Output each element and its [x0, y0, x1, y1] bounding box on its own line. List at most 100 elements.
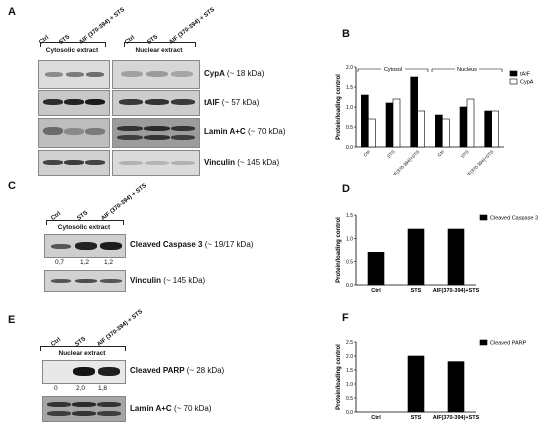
- blot-cypa-cytosolic: [38, 60, 110, 89]
- blot-lamin-nuclear: [112, 118, 200, 148]
- group-label-bg: [381, 65, 405, 72]
- bar: [459, 106, 468, 148]
- extract-bracket: [40, 42, 106, 47]
- quant-value: 1,2: [104, 259, 114, 266]
- blot-label-caspase3: Cleaved Caspase 3 (~ 19/17 kDa): [130, 240, 254, 249]
- quant-value: 1,8: [98, 385, 108, 392]
- extract-bracket: [40, 346, 126, 351]
- legend-label: tAIF: [520, 72, 531, 78]
- bar: [491, 110, 499, 148]
- y-tick-label: 1.0: [346, 382, 353, 388]
- legend-label: CypA: [520, 80, 534, 86]
- y-tick-label: 1.5: [346, 213, 353, 219]
- x-tick-label: Ctrl: [437, 149, 445, 157]
- x-tick-label: Ctrl: [371, 288, 381, 294]
- legend-swatch: [509, 78, 518, 85]
- panel-letter-b: B: [342, 28, 350, 40]
- blot-lamin-e: [42, 396, 126, 422]
- y-tick-label: 1.0: [346, 236, 353, 242]
- extract-label: Nuclear extract: [135, 47, 183, 54]
- blot-label-parp: Cleaved PARP (~ 28 kDa): [130, 366, 225, 375]
- y-axis-label: Protein/loading control: [336, 344, 342, 410]
- legend-swatch: [509, 70, 518, 77]
- bar: [385, 102, 394, 148]
- y-tick-label: 0.5: [346, 396, 353, 402]
- blot-label-cypa: CypA (~ 18 kDa): [204, 69, 265, 78]
- bar: [435, 114, 443, 148]
- x-tick-label: STS: [386, 149, 396, 159]
- blot-lamin-cytosolic: [38, 118, 110, 148]
- bar: [367, 252, 385, 286]
- y-tick-label: 2.5: [346, 340, 353, 346]
- bar: [392, 98, 401, 148]
- extract-label: Cytosolic extract: [45, 47, 99, 54]
- x-tick-label: Ctrl: [363, 149, 371, 157]
- extract-bracket: [46, 220, 124, 225]
- bar: [407, 355, 425, 413]
- y-axis-label: Protein/loading control: [336, 217, 342, 283]
- bar: [361, 94, 369, 148]
- extract-bracket: [124, 42, 196, 47]
- chart-d: 0.0 0.5 1.0 1.5 Protein/loading control Ctrl S…: [336, 213, 538, 294]
- y-tick-label: 0.0: [346, 283, 353, 289]
- blot-vinculin-cytosolic: [38, 150, 110, 176]
- bar: [442, 118, 450, 148]
- x-tick-label: Ctrl: [371, 415, 381, 421]
- blot-taif-cytosolic: [38, 90, 110, 116]
- legend-label: Cleaved PARP: [490, 341, 527, 347]
- chart-f: 0.0 0.5 1.0 1.5 2.0 2.5 Protein/loading contro…: [336, 339, 527, 421]
- legend-swatch: [479, 214, 488, 221]
- y-tick-label: 0.5: [346, 125, 353, 131]
- bar: [484, 110, 492, 148]
- lane-label: AIF (370-394) + STS: [78, 6, 127, 47]
- quant-value: 1,2: [80, 259, 90, 266]
- blot-label-vinculin: Vinculin (~ 145 kDa): [204, 158, 280, 167]
- legend-swatch: [479, 339, 488, 346]
- y-tick-label: 2.0: [346, 354, 353, 360]
- lane-label: AIF (370-394) + STS: [168, 6, 217, 47]
- x-tick-label: AIF(370-394)+STS: [433, 415, 480, 421]
- quant-value: 2,0: [76, 385, 86, 392]
- blot-label-lamin-e: Lamin A+C (~ 70 kDa): [130, 404, 212, 413]
- y-tick-label: 0.0: [346, 145, 353, 151]
- blot-cypa-nuclear: [112, 60, 200, 89]
- y-tick-label: 1.0: [346, 105, 353, 111]
- bar: [407, 228, 425, 286]
- blot-label-taif: tAIF (~ 57 kDa): [204, 98, 260, 107]
- extract-label: Nuclear extract: [58, 350, 106, 357]
- chart-b: 0.0 0.5 1.0 1.5 2.0 Protein/loading control Ct…: [336, 65, 534, 175]
- x-tick-label: STS: [411, 288, 422, 294]
- lane-label: AIF (370-394) + STS: [96, 308, 145, 348]
- quant-value: 0,7: [55, 259, 65, 266]
- x-tick-label: AIF(370-394)+STS: [433, 288, 480, 294]
- bar: [417, 110, 425, 148]
- blot-label-vinculin-c: Vinculin (~ 145 kDa): [130, 276, 206, 285]
- y-tick-label: 1.5: [346, 368, 353, 374]
- panel-letter-e: E: [8, 314, 16, 326]
- panel-letter-d: D: [342, 183, 350, 195]
- blot-label-lamin: Lamin A+C (~ 70 kDa): [204, 127, 286, 136]
- lane-label: AIF (370-394) + STS: [100, 182, 149, 222]
- panel-letter-a: A: [8, 6, 16, 18]
- extract-label: Cytosolic extract: [57, 224, 111, 231]
- y-tick-label: 0.0: [346, 410, 353, 416]
- legend-label: Cleaved Caspase 3: [490, 216, 538, 222]
- y-tick-label: 0.5: [346, 260, 353, 266]
- blot-vinculin-c: [44, 270, 126, 292]
- y-axis-label: Protein/loading control: [336, 74, 342, 140]
- y-tick-label: 2.0: [346, 65, 353, 71]
- group-label: Nucleus: [457, 67, 477, 73]
- quant-value: 0: [54, 385, 58, 392]
- blot-taif-nuclear: [112, 90, 200, 116]
- blot-caspase3: [44, 234, 126, 258]
- x-tick-label: STS: [460, 149, 470, 159]
- bar: [368, 118, 376, 148]
- panel-letter-c: C: [8, 180, 16, 192]
- group-label-bg: [455, 65, 479, 72]
- group-label: Cytosol: [384, 67, 402, 73]
- bar: [447, 228, 465, 286]
- blot-vinculin-nuclear: [112, 150, 200, 176]
- panel-letter-f: F: [342, 312, 349, 324]
- bar: [410, 76, 418, 148]
- x-tick-label: STS: [411, 415, 422, 421]
